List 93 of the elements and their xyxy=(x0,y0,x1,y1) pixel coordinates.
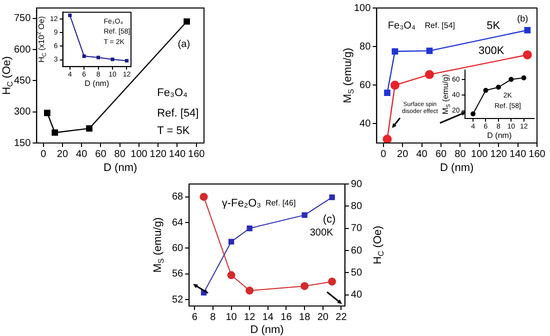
point xyxy=(227,271,236,280)
point xyxy=(96,56,100,60)
point xyxy=(424,70,434,80)
annotation: Ref. [46] xyxy=(265,198,296,208)
x-axis-title: D (nm) xyxy=(250,324,284,336)
x-tick-label: 22 xyxy=(336,312,348,323)
series-label: 300K xyxy=(478,44,505,57)
x-tick-label: 160 xyxy=(188,148,206,160)
point xyxy=(508,76,514,82)
x-tick-label: 10 xyxy=(226,312,238,323)
x-tick-label: 0 xyxy=(40,148,47,160)
x-tick-label: 80 xyxy=(114,148,126,160)
point xyxy=(300,282,309,290)
y2-tick-label: 60 xyxy=(350,245,362,256)
y2-tick-label: 80 xyxy=(350,200,362,212)
x-tick-label: 60 xyxy=(435,148,447,160)
annotation: (b) xyxy=(517,13,528,24)
x-axis-title: D (nm) xyxy=(84,78,110,88)
point xyxy=(86,125,92,132)
x-tick-label: 12 xyxy=(244,312,256,323)
point xyxy=(426,48,433,54)
y-tick-label: 56 xyxy=(172,268,184,280)
point xyxy=(68,14,72,18)
x-axis-title: D (nm) xyxy=(440,162,474,174)
y-tick-label: 100 xyxy=(354,2,372,14)
point xyxy=(44,110,50,116)
point xyxy=(392,48,398,55)
y-tick-label: 150 xyxy=(14,138,32,149)
annotation: (c) xyxy=(322,213,336,226)
y-tick-label: 300 xyxy=(14,106,32,118)
y2-tick-label: 70 xyxy=(350,223,362,234)
x-tick-label: 18 xyxy=(299,312,311,323)
point xyxy=(483,88,488,93)
x-tick-label: 8 xyxy=(210,312,216,323)
y-tick-label: 68 xyxy=(172,192,184,203)
annotation: Ref. [54] xyxy=(157,107,199,120)
x-tick-label: 40 xyxy=(416,148,428,160)
y2-tick-label: 40 xyxy=(350,290,362,301)
point xyxy=(522,50,532,60)
annotation: (a) xyxy=(178,39,190,50)
x-tick-label: 60 xyxy=(95,148,107,160)
point xyxy=(246,226,252,232)
point xyxy=(52,129,58,136)
point xyxy=(329,194,335,200)
annotation: 300K xyxy=(310,228,334,239)
y-tick-label: 600 xyxy=(14,44,32,56)
x-tick-label: 0 xyxy=(380,148,387,160)
y-tick-label: 60 xyxy=(172,242,184,254)
point xyxy=(496,84,501,90)
x-tick-label: 20 xyxy=(317,312,329,323)
point xyxy=(470,111,476,116)
annotation: Fe₃O₄ xyxy=(388,20,416,32)
point xyxy=(82,54,86,58)
y-tick-label: 450 xyxy=(14,75,32,86)
x-tick-label: 20 xyxy=(397,148,409,160)
y-tick-label: 60 xyxy=(360,80,372,91)
x-tick-label: 120 xyxy=(150,148,167,160)
y2-tick-label: 50 xyxy=(350,267,362,278)
y-tick-label: 52 xyxy=(172,294,184,306)
point xyxy=(110,58,114,62)
x-axis-title: D (nm) xyxy=(487,130,512,140)
series-label: 5K xyxy=(486,20,501,32)
point xyxy=(228,238,234,244)
y-tick-label: 750 xyxy=(14,13,32,24)
y2-tick-label: 90 xyxy=(350,178,362,190)
x-tick-label: 140 xyxy=(168,148,186,160)
point xyxy=(184,18,190,25)
x-tick-label: 100 xyxy=(471,148,488,160)
point xyxy=(521,75,526,80)
x-tick-label: 160 xyxy=(528,148,546,160)
x-axis-title: D (nm) xyxy=(104,162,138,174)
annotation: T = 5K xyxy=(157,124,190,137)
x-tick-label: 100 xyxy=(130,148,148,160)
x-tick-label: 140 xyxy=(509,148,527,160)
y-tick-label: 64 xyxy=(172,217,184,228)
point xyxy=(302,212,308,218)
x-tick-label: 120 xyxy=(490,148,508,160)
point xyxy=(246,286,254,295)
x-tick-label: 6 xyxy=(192,312,198,323)
y-tick-label: 80 xyxy=(360,41,372,52)
point xyxy=(384,90,390,96)
point xyxy=(328,278,336,286)
x-tick-label: 14 xyxy=(262,312,274,323)
annotation: Fe₃O₄ xyxy=(157,87,188,100)
point xyxy=(382,134,392,143)
point xyxy=(390,80,400,90)
point xyxy=(524,26,531,34)
x-tick-label: 40 xyxy=(76,148,88,160)
annotation: Ref. [54] xyxy=(424,20,456,30)
point xyxy=(200,192,208,201)
x-tick-label: 16 xyxy=(280,312,292,323)
point xyxy=(124,58,129,62)
annotation: γ-Fe₂O₃ xyxy=(222,198,262,210)
